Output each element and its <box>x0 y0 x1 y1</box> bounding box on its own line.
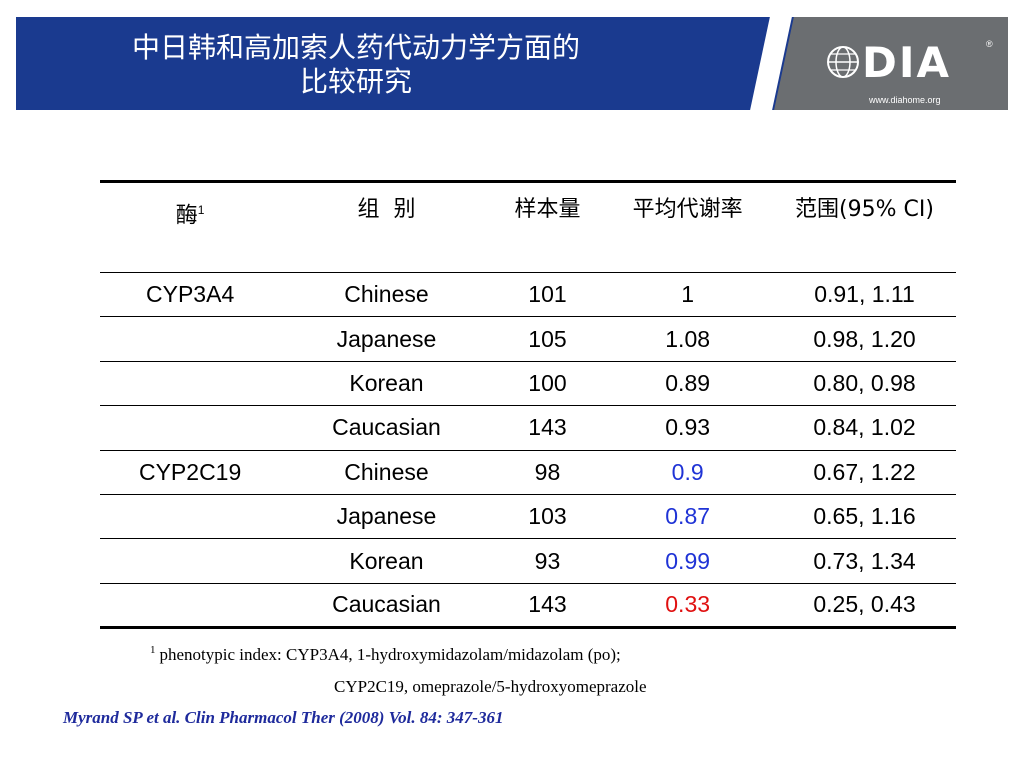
cell-group: Caucasian <box>332 414 441 441</box>
title-banner: 中日韩和高加索人药代动力学方面的 比较研究 DIA ® www.diahome.… <box>16 17 1008 110</box>
cell-group: Japanese <box>336 325 437 352</box>
cell-sample-size: 143 <box>528 591 567 618</box>
header-sample-size: 样本量 <box>514 197 581 222</box>
cell-group: Japanese <box>336 503 437 530</box>
registered-mark: ® <box>986 39 993 49</box>
logo-panel <box>794 17 1008 110</box>
cell-mean-ratio: 1 <box>681 281 695 308</box>
cell-group: Korean <box>349 369 424 396</box>
cell-enzyme: CYP3A4 <box>146 281 235 308</box>
pk-comparison-table: 酶1 组 别 样本量 平均代谢率 范围(95% CI) CYP3A4 Chines… <box>100 180 956 629</box>
footnote-marker: 1 <box>150 644 156 656</box>
table-body: CYP3A4 Chinese 101 1 0.91, 1.11 Japanese 105 1.… <box>100 273 956 628</box>
table-header-row: 酶1 组 别 样本量 平均代谢率 范围(95% CI) <box>100 181 956 273</box>
cell-sample-size: 143 <box>528 414 567 441</box>
table-row: CYP3A4 Chinese 101 1 0.91, 1.11 <box>100 273 956 317</box>
cell-ci-range: 0.98, 1.20 <box>813 325 916 352</box>
slide-title-line1: 中日韩和高加索人药代动力学方面的 <box>131 31 580 64</box>
footnote-line2: CYP2C19, omeprazole/5-hydroxyomeprazole <box>334 676 647 696</box>
table-row: Caucasian 143 0.33 0.25, 0.43 <box>100 583 956 628</box>
table-row: Korean 93 0.99 0.73, 1.34 <box>100 539 956 584</box>
header-enzyme-footnote-marker: 1 <box>197 203 205 217</box>
cell-group: Chinese <box>344 458 429 485</box>
cell-mean-ratio: 0.33 <box>665 591 711 618</box>
cell-group: Caucasian <box>332 591 441 618</box>
citation: Myrand SP et al. Clin Pharmacol Ther (20… <box>63 708 504 727</box>
header-enzyme: 酶1 <box>100 182 280 273</box>
table-row: Japanese 105 1.08 0.98, 1.20 <box>100 317 956 362</box>
cell-enzyme <box>100 583 280 627</box>
footnote-line1: phenotypic index: CYP3A4, 1-hydroxymidaz… <box>159 644 621 664</box>
header-ci-range-label: 范围(95% CI) <box>795 197 934 222</box>
cell-ci-range: 0.84, 1.02 <box>813 414 916 441</box>
header-mean-ratio: 平均代谢率 <box>632 197 743 222</box>
cell-sample-size: 98 <box>534 458 561 485</box>
cell-mean-ratio: 1.08 <box>665 325 711 352</box>
header-enzyme-label: 酶 <box>175 203 198 229</box>
cell-enzyme: CYP2C19 <box>138 458 242 485</box>
header-ci-range: 范围(95% CI) <box>773 182 956 273</box>
cell-mean-ratio: 0.87 <box>665 503 711 530</box>
cell-enzyme <box>100 539 280 583</box>
footnote-line1-wrap: 1 phenotypic index: CYP3A4, 1-hydroxymida… <box>150 644 621 664</box>
cell-sample-size: 105 <box>528 325 567 352</box>
cell-sample-size: 103 <box>528 503 567 530</box>
cell-mean-ratio: 0.99 <box>665 547 711 574</box>
dia-logo: DIA ® www.diahome.org <box>826 38 1006 105</box>
logo-url: www.diahome.org <box>869 95 941 105</box>
cell-ci-range: 0.67, 1.22 <box>813 458 916 485</box>
cell-sample-size: 93 <box>534 547 561 574</box>
table-row: Japanese 103 0.87 0.65, 1.16 <box>100 494 956 539</box>
cell-mean-ratio: 0.9 <box>671 458 704 485</box>
cell-enzyme <box>100 317 280 361</box>
logo-wordmark: DIA <box>862 38 951 87</box>
slide-title: 中日韩和高加索人药代动力学方面的 比较研究 <box>16 31 696 99</box>
cell-ci-range: 0.73, 1.34 <box>813 547 916 574</box>
header-group: 组 别 <box>357 197 416 222</box>
table-row: Caucasian 143 0.93 0.84, 1.02 <box>100 406 956 451</box>
cell-sample-size: 101 <box>528 281 567 308</box>
footnote: 1 phenotypic index: CYP3A4, 1-hydroxymida… <box>150 634 647 703</box>
data-table: 酶1 组 别 样本量 平均代谢率 范围(95% CI) CYP3A4 Chines… <box>100 180 956 629</box>
cell-ci-range: 0.91, 1.11 <box>814 281 915 308</box>
globe-icon <box>827 46 859 78</box>
cell-enzyme <box>100 494 280 538</box>
cell-enzyme <box>100 406 280 450</box>
cell-ci-range: 0.25, 0.43 <box>813 591 916 618</box>
slide-title-line2: 比较研究 <box>299 65 412 98</box>
cell-group: Korean <box>349 547 424 574</box>
cell-ci-range: 0.65, 1.16 <box>813 503 916 530</box>
cell-mean-ratio: 0.89 <box>665 369 711 396</box>
table-row: CYP2C19 Chinese 98 0.9 0.67, 1.22 <box>100 450 956 495</box>
cell-mean-ratio: 0.93 <box>665 414 711 441</box>
cell-group: Chinese <box>344 281 429 308</box>
cell-ci-range: 0.80, 0.98 <box>813 369 916 396</box>
cell-enzyme <box>100 361 280 405</box>
table-row: Korean 100 0.89 0.80, 0.98 <box>100 361 956 406</box>
cell-sample-size: 100 <box>528 369 567 396</box>
